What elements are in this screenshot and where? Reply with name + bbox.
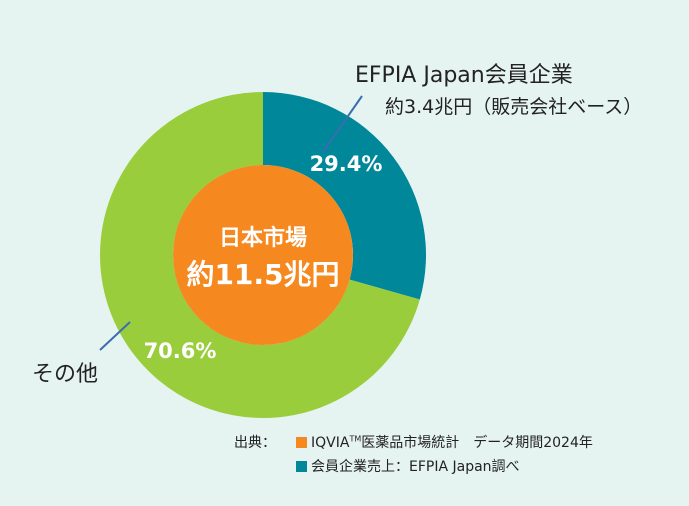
source-tm: TM bbox=[349, 434, 362, 444]
center-label-line1: 日本市場 bbox=[219, 225, 307, 251]
source-iqvia: IQVIA bbox=[311, 435, 350, 451]
center-label-line2: 約11.5兆円 bbox=[186, 258, 339, 291]
other-percent-label: 70.6% bbox=[144, 339, 217, 363]
leader-line-efpia bbox=[322, 95, 363, 153]
leader-line-other bbox=[99, 321, 131, 351]
slice-efpia-japan bbox=[263, 92, 427, 300]
source-marker-teal bbox=[296, 461, 307, 472]
efpia-percent-label: 29.4% bbox=[310, 152, 383, 176]
efpia-slice-label: EFPIA Japan会員企業 bbox=[355, 63, 573, 88]
source-line-2: 会員企業売上：EFPIA Japan調べ bbox=[234, 456, 520, 476]
efpia-slice-sublabel: 約3.4兆円（販売会社ベース） bbox=[385, 96, 642, 118]
other-slice-label: その他 bbox=[32, 362, 98, 387]
source-iqvia-rest: 医薬品市場統計 データ期間2024年 bbox=[361, 435, 593, 451]
source-member-sales: 会員企業売上：EFPIA Japan調べ bbox=[311, 459, 520, 475]
source-line-1: 出典： IQVIATM医薬品市場統計 データ期間2024年 bbox=[234, 432, 593, 452]
center-circle bbox=[173, 165, 353, 345]
slice-other bbox=[100, 92, 420, 418]
source-marker-orange bbox=[296, 437, 307, 448]
source-lead: 出典： bbox=[234, 435, 276, 451]
